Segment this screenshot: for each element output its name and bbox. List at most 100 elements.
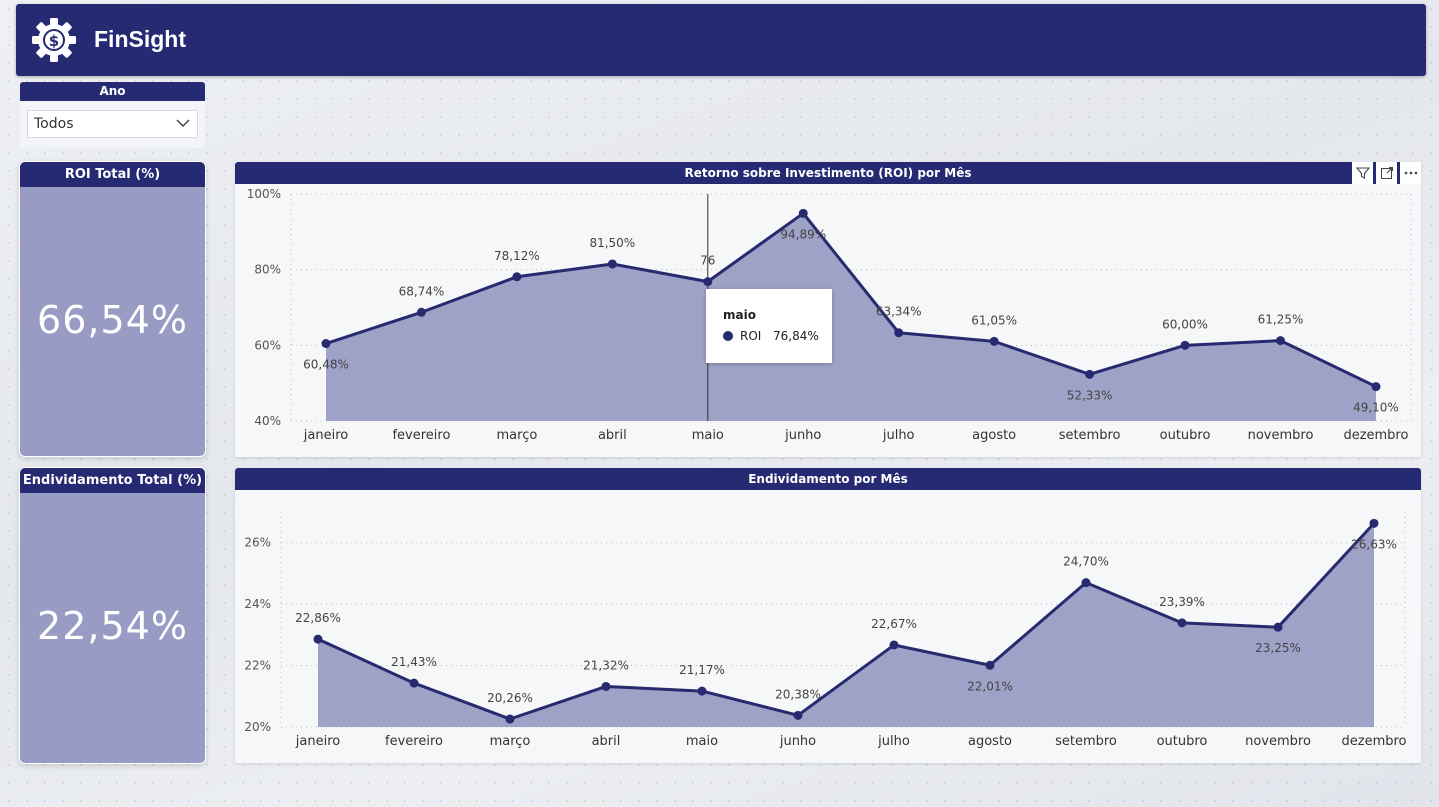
y-tick-label: 100% (247, 187, 281, 201)
data-label: 78,12% (494, 249, 540, 263)
data-label: 23,39% (1159, 595, 1205, 609)
data-label: 94,89% (780, 227, 826, 241)
chevron-down-icon (176, 119, 190, 128)
kpi-debt-value: 22,54% (37, 604, 188, 648)
x-tick-label: agosto (972, 428, 1016, 443)
data-point (321, 339, 331, 349)
data-point (1369, 518, 1379, 528)
debt-chart-panel: Endividamento por Mês 20% 22% 24% 26% 22,86%… (235, 468, 1421, 763)
data-point (985, 660, 995, 670)
data-label: 49,10% (1353, 401, 1399, 415)
data-label: 61,05% (971, 313, 1017, 327)
data-point (601, 681, 611, 691)
data-label: 22,01% (967, 679, 1013, 693)
x-tick-label: março (490, 734, 531, 749)
data-point (798, 208, 808, 218)
year-slicer-label: Ano (20, 82, 205, 101)
data-label: 20,38% (775, 687, 821, 701)
debt-line-chart[interactable]: 20% 22% 24% 26% 22,86% janeiro 21,43% fevereiro… (235, 490, 1421, 763)
x-tick-label: novembro (1245, 734, 1311, 749)
gear-dollar-icon: $ (32, 18, 76, 62)
debt-chart-title: Endividamento por Mês (235, 468, 1421, 490)
filter-button[interactable] (1349, 162, 1373, 184)
data-point (1180, 340, 1190, 350)
more-options-icon (1404, 171, 1417, 175)
data-point (1273, 622, 1283, 632)
data-point (793, 710, 803, 720)
x-tick-label: abril (592, 734, 621, 749)
data-point (607, 259, 617, 269)
data-label: 21,43% (391, 655, 437, 669)
svg-text:$: $ (49, 32, 59, 50)
x-tick-label: janeiro (295, 734, 340, 749)
kpi-card-debt: Endividamento Total (%) 22,54% (19, 467, 206, 764)
app-title: FinSight (94, 26, 186, 52)
year-dropdown-value: Todos (34, 116, 74, 132)
data-label: 60,00% (1162, 317, 1208, 331)
x-tick-label: fevereiro (385, 734, 443, 749)
y-tick-label: 22% (244, 659, 271, 673)
data-point (1081, 578, 1091, 588)
kpi-roi-value: 66,54% (37, 298, 188, 342)
data-label: 20,26% (487, 691, 533, 705)
series-area (326, 213, 1376, 421)
data-point (889, 640, 899, 650)
filter-icon (1355, 167, 1370, 179)
x-tick-label: outubro (1157, 734, 1208, 749)
data-point (1371, 382, 1381, 392)
data-label: 63,34% (876, 305, 922, 319)
data-point (409, 678, 419, 688)
x-tick-label: maio (692, 428, 724, 443)
data-label: 26,63% (1351, 537, 1397, 551)
more-options-button[interactable] (1397, 162, 1421, 184)
data-label: 23,25% (1255, 641, 1301, 655)
data-label: 61,25% (1258, 313, 1304, 327)
x-tick-label: abril (598, 428, 627, 443)
visual-header-toolbar (1349, 162, 1421, 184)
y-tick-label: 40% (254, 414, 281, 428)
data-label: 52,33% (1067, 388, 1113, 402)
y-tick-label: 20% (244, 720, 271, 734)
x-tick-label: outubro (1160, 428, 1211, 443)
data-label: 81,50% (589, 236, 635, 250)
data-point (512, 272, 522, 282)
data-point (894, 328, 904, 338)
x-tick-label: novembro (1248, 428, 1314, 443)
data-label: 24,70% (1063, 555, 1109, 569)
data-point (1177, 618, 1187, 628)
x-tick-label: setembro (1059, 428, 1121, 443)
data-point (1085, 369, 1095, 379)
data-point (703, 277, 713, 287)
x-tick-label: junho (784, 428, 821, 443)
data-label: 21,32% (583, 658, 629, 672)
data-label: 21,17% (679, 663, 725, 677)
chart-tooltip: maio ROI 76,84% (706, 289, 832, 363)
x-tick-label: maio (686, 734, 718, 749)
kpi-debt-label: Endividamento Total (%) (20, 468, 205, 493)
data-label: 60,48% (303, 358, 349, 372)
year-slicer: Ano Todos (20, 82, 205, 148)
y-tick-label: 60% (254, 338, 281, 352)
x-tick-label: junho (779, 734, 816, 749)
data-label: 22,86% (295, 611, 341, 625)
data-point (989, 336, 999, 346)
roi-line-chart[interactable]: 40% 60% 80% 100% 60,48% janeiro 68,74% fevereir… (235, 184, 1421, 457)
x-tick-label: fevereiro (392, 428, 450, 443)
series-line (317, 522, 1376, 721)
y-tick-label: 80% (254, 263, 281, 277)
x-tick-label: janeiro (303, 428, 348, 443)
kpi-roi-label: ROI Total (%) (20, 162, 205, 187)
header-bar: $ FinSight (16, 4, 1426, 76)
expand-icon (1380, 167, 1393, 179)
x-tick-label: agosto (968, 734, 1012, 749)
focus-mode-button[interactable] (1373, 162, 1397, 184)
series-area (318, 523, 1374, 727)
roi-chart-title: Retorno sobre Investimento (ROI) por Mês (235, 162, 1421, 184)
kpi-card-roi: ROI Total (%) 66,54% (19, 161, 206, 457)
tooltip-series-marker (723, 331, 733, 341)
x-tick-label: dezembro (1342, 734, 1407, 749)
year-dropdown[interactable]: Todos (27, 110, 198, 138)
tooltip-title: maio (723, 308, 756, 322)
tooltip-series-value: 76,84% (773, 329, 819, 343)
data-point (416, 307, 426, 317)
